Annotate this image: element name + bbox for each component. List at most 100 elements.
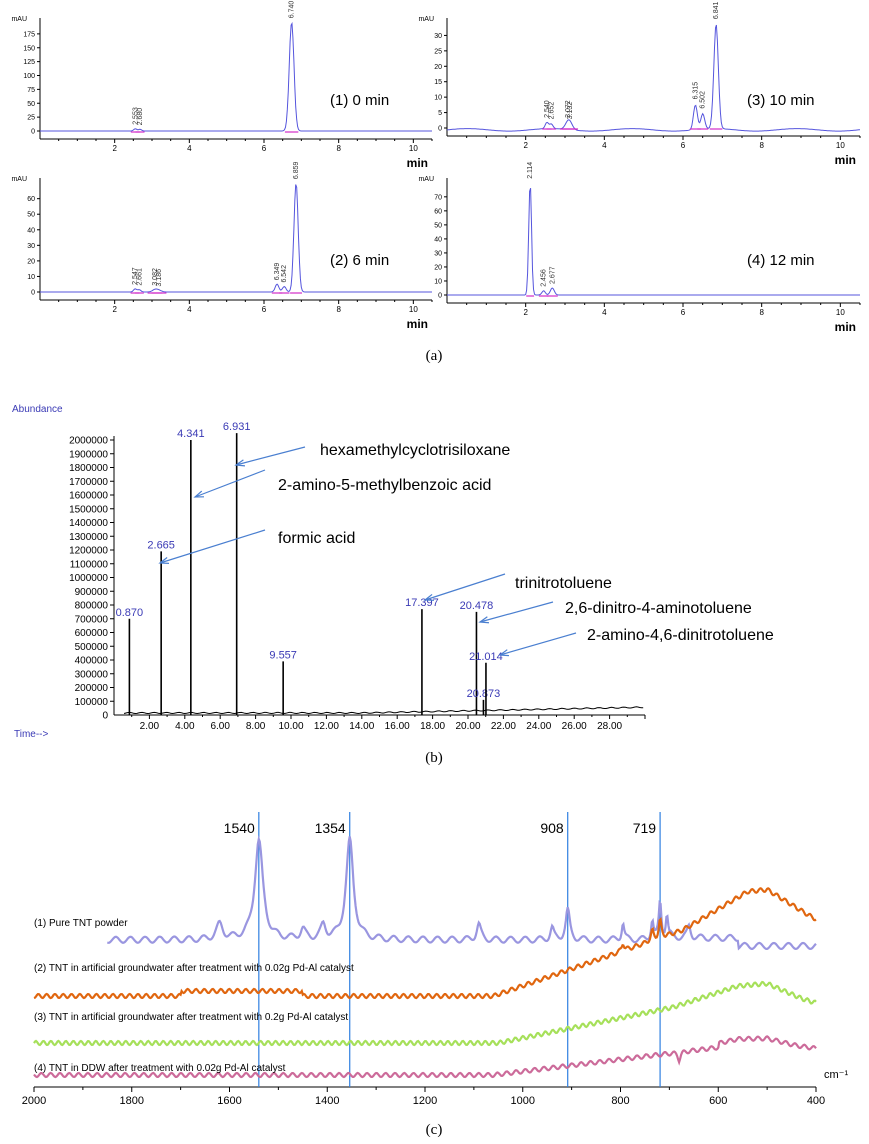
y-tick-label: 25 (434, 48, 442, 55)
y-tick-label: 1400000 (69, 518, 108, 529)
y-tick-label: 100000 (75, 697, 109, 708)
arrow-head (423, 593, 435, 601)
y-tick-label: 1100000 (70, 559, 109, 570)
peak-label: 17.397 (405, 597, 439, 609)
arrow-head (478, 616, 490, 624)
y-tick-label: 100 (23, 73, 35, 80)
x-tick-label: 10 (409, 144, 418, 153)
y-tick-label: 20 (434, 264, 442, 271)
x-axis-title: Time--> (14, 729, 49, 740)
peak-label: 2.547 (132, 267, 139, 285)
x-tick-label: 14.00 (349, 721, 374, 732)
y-tick-label: 1700000 (69, 477, 108, 488)
panel-c-ftir: 2000 1800 1600 1400 1200 1000 800 600 400 cm⁻¹ 154… (22, 812, 848, 1107)
y-tick-label: 15 (434, 79, 442, 86)
x-tick-label: 1800 (120, 1095, 144, 1107)
chart-label: (2) 6 min (330, 252, 389, 269)
panel-b-gcms: Abundance Time--> 100000 200000 300000 400000… (12, 404, 774, 740)
chromatogram-trace (40, 21, 432, 132)
x-unit-label: min (835, 153, 856, 167)
peak-label: 6.542 (281, 265, 288, 283)
peak-label: 6.349 (274, 263, 281, 281)
y-tick-label: 75 (27, 87, 35, 94)
x-tick-label: 6 (681, 141, 686, 150)
marker-line-label: 908 (540, 820, 564, 836)
y-axis-title: Abundance (12, 404, 63, 415)
marker-line-label: 1354 (315, 820, 346, 836)
peak-label: 2.540 (544, 100, 551, 118)
y-tick-label: 0 (31, 129, 35, 136)
y-tick-label: 0 (438, 126, 442, 133)
y-tick-label: 2000000 (69, 436, 108, 447)
y-tick-label: 1800000 (69, 463, 108, 474)
x-tick-label: 1200 (413, 1095, 437, 1107)
ftir-trace-3 (33, 980, 817, 1047)
x-tick-label: 8 (759, 141, 764, 150)
peak-label: 3.132 (567, 102, 574, 120)
y-tick-label: 1500000 (69, 504, 108, 515)
compound-annotation: 2,6-dinitro-4-aminotoluene (565, 600, 752, 617)
x-tick-label: 26.00 (562, 721, 587, 732)
x-tick-label: 4 (602, 308, 607, 317)
y-tick-label: 10 (434, 95, 442, 102)
x-tick-label: 4 (187, 144, 192, 153)
y-tick-label: 1000000 (69, 573, 108, 584)
x-tick-label: 10 (836, 308, 845, 317)
peak-label: 6.740 (289, 1, 296, 19)
y-tick-label: 600000 (75, 628, 109, 639)
y-tick-label: 0 (31, 290, 35, 297)
marker-line-label: 719 (633, 820, 657, 836)
x-tick-label: 8.00 (246, 721, 266, 732)
x-unit-label: min (407, 317, 428, 331)
x-unit-label: min (407, 156, 428, 170)
ftir-trace-1 (106, 834, 817, 951)
y-tick-label: 70 (434, 194, 442, 201)
peak-label: 6.931 (223, 421, 251, 433)
ftir-trace-4 (33, 1035, 817, 1079)
y-tick-label: 400000 (75, 656, 109, 667)
x-tick-label: 28.00 (597, 721, 622, 732)
tic-baseline (124, 706, 644, 715)
y-tick-label: 125 (23, 59, 35, 66)
x-tick-label: 4 (602, 141, 607, 150)
y-tick-label: 200000 (75, 683, 109, 694)
y-tick-label: 20 (434, 64, 442, 71)
y-tick-label: 150 (23, 45, 35, 52)
peak-label: 20.478 (460, 600, 494, 612)
y-tick-label: 700000 (75, 614, 109, 625)
arrow-head (498, 649, 510, 657)
y-tick-label: 50 (27, 212, 35, 219)
arrow-head (158, 557, 170, 565)
peak-label: 3.072 (565, 100, 572, 118)
x-tick-label: 12.00 (314, 721, 339, 732)
x-tick-label: 4.00 (175, 721, 195, 732)
x-tick-label: 20.00 (455, 721, 480, 732)
x-tick-label: 600 (709, 1095, 727, 1107)
trace-label: (2) TNT in artificial groundwater after … (34, 963, 354, 974)
y-tick-label: 10 (27, 274, 35, 281)
x-tick-label: 10 (836, 141, 845, 150)
x-tick-label: 2.00 (140, 721, 160, 732)
chart-label: (4) 12 min (747, 252, 815, 269)
y-tick-label: 60 (434, 208, 442, 215)
y-tick-label: 1900000 (69, 449, 108, 460)
chart-label: (1) 0 min (330, 92, 389, 109)
peak-label: 21.014 (469, 651, 503, 663)
x-tick-label: 1400 (315, 1095, 339, 1107)
y-tick-label: 1300000 (69, 532, 108, 543)
x-tick-label: 16.00 (385, 721, 410, 732)
y-tick-label: 1200000 (69, 546, 108, 557)
y-tick-label: 30 (434, 33, 442, 40)
annotation-arrow (479, 601, 554, 623)
x-tick-label: 1600 (217, 1095, 241, 1107)
x-tick-label: 22.00 (491, 721, 516, 732)
peak-label: 2.665 (147, 539, 175, 551)
y-tick-label: 60 (27, 196, 35, 203)
x-tick-label: 6 (262, 305, 267, 314)
x-tick-label: 1000 (511, 1095, 535, 1107)
x-tick-label: 2000 (22, 1095, 46, 1107)
y-tick-label: 30 (434, 250, 442, 257)
y-tick-label: 300000 (75, 669, 109, 680)
y-tick-label: 0 (438, 293, 442, 300)
